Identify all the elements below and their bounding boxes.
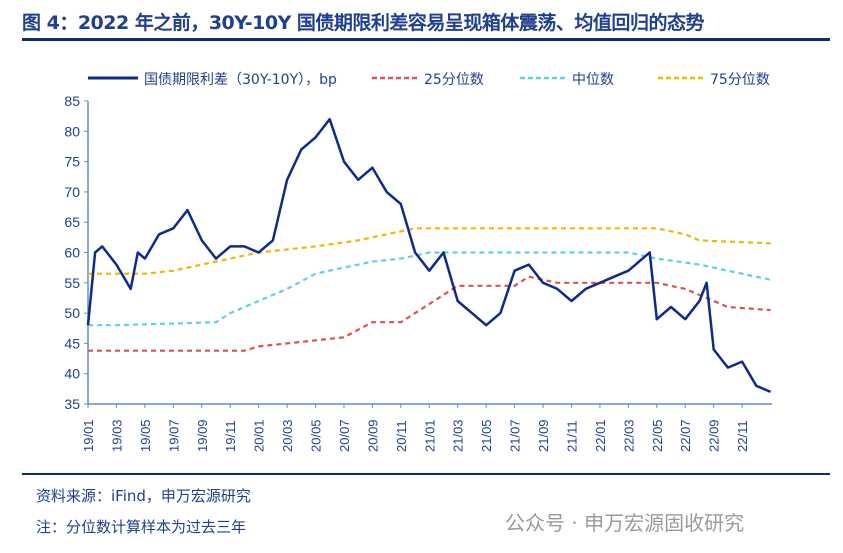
x-tick-label: 19/05 xyxy=(138,419,153,452)
x-tick-label: 22/03 xyxy=(621,419,636,452)
y-tick-label: 45 xyxy=(64,335,80,351)
x-tick-label: 20/03 xyxy=(280,419,295,452)
watermark: 公众号 · 申万宏源固收研究 xyxy=(505,511,745,535)
y-tick-label: 75 xyxy=(64,154,80,170)
y-tick-label: 70 xyxy=(64,184,80,200)
legend-label: 中位数 xyxy=(572,72,614,88)
x-tick-label: 22/11 xyxy=(735,420,750,452)
y-tick-label: 40 xyxy=(64,366,80,382)
series-line-median xyxy=(88,251,771,327)
x-tick-label: 22/01 xyxy=(593,419,608,452)
note-text: 注：分位数计算样本为过去三年 xyxy=(36,518,247,536)
figure-title: 图 4：2022 年之前，30Y-10Y 国债期限利差容易呈现箱体震荡、均值回归… xyxy=(22,12,704,34)
x-tick-label: 20/07 xyxy=(337,419,352,452)
series-line-spread xyxy=(86,117,772,394)
x-tick-label: 22/07 xyxy=(678,419,693,452)
x-tick-label: 20/05 xyxy=(309,419,324,452)
x-tick-label: 19/07 xyxy=(166,419,181,452)
x-tick-label: 19/01 xyxy=(81,419,96,452)
x-tick-label: 19/03 xyxy=(109,419,124,452)
x-tick-label: 20/11 xyxy=(394,420,409,452)
source-text: 资料来源：iFind，申万宏源研究 xyxy=(36,487,251,505)
y-tick-label: 65 xyxy=(64,214,80,230)
y-tick-label: 60 xyxy=(64,245,80,261)
x-tick-label: 21/11 xyxy=(564,420,579,452)
x-tick-label: 21/03 xyxy=(451,419,466,452)
series-line-p75 xyxy=(88,227,771,275)
x-tick-label: 22/05 xyxy=(650,419,665,452)
footer-rule xyxy=(22,473,830,475)
x-tick-label: 19/11 xyxy=(223,420,238,452)
x-tick-label: 21/07 xyxy=(508,419,523,452)
series-line-p25 xyxy=(88,275,771,352)
x-tick-label: 21/05 xyxy=(479,419,494,452)
legend-label: 75分位数 xyxy=(710,72,770,88)
x-tick-label: 21/09 xyxy=(536,419,551,452)
y-tick-label: 35 xyxy=(64,396,80,412)
x-tick-label: 22/09 xyxy=(707,419,722,452)
y-tick-label: 85 xyxy=(64,93,80,109)
y-tick-label: 80 xyxy=(64,123,80,139)
title-rule xyxy=(22,38,830,41)
x-tick-label: 20/09 xyxy=(365,419,380,452)
legend-label: 25分位数 xyxy=(424,72,484,88)
y-tick-label: 55 xyxy=(64,275,80,291)
y-tick-label: 50 xyxy=(64,305,80,321)
x-tick-label: 19/09 xyxy=(195,419,210,452)
x-tick-label: 21/01 xyxy=(422,419,437,452)
x-tick-label: 20/01 xyxy=(252,419,267,452)
legend-label: 国债期限利差（30Y-10Y），bp xyxy=(144,72,337,88)
